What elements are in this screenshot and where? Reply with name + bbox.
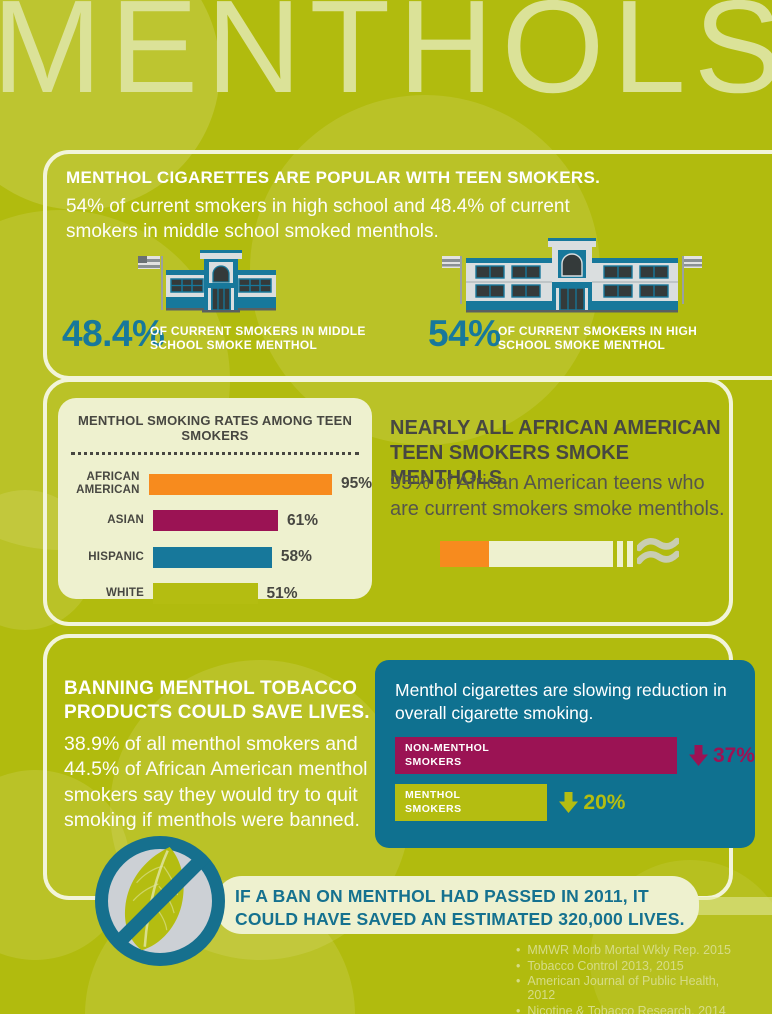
chart-value-label: 95% bbox=[340, 475, 372, 493]
source-text: American Journal of Public Health, 2012 bbox=[527, 974, 720, 1003]
section-rates-body: 95% of African American teens who are cu… bbox=[390, 472, 725, 520]
bullet-icon: • bbox=[516, 958, 521, 973]
chart-category-label: HISPANIC bbox=[88, 550, 144, 563]
chart-value-label: 51% bbox=[266, 584, 298, 602]
source-text: Tobacco Control 2013, 2015 bbox=[527, 958, 684, 973]
chart-bar bbox=[153, 510, 279, 532]
source-item: • American Journal of Public Health, 2012 bbox=[516, 974, 746, 1002]
bullet-icon: • bbox=[516, 974, 521, 989]
chart-category-label: AFRICAN AMERICAN bbox=[76, 471, 140, 497]
source-item: • Tobacco Control 2013, 2015 bbox=[516, 959, 746, 973]
section-rates-frame bbox=[43, 378, 733, 626]
ban-banner: IF A BAN ON MENTHOL HAD PASSED IN 2011, … bbox=[215, 876, 699, 934]
source-text: Nicotine & Tobacco Research, 2014 bbox=[527, 1004, 726, 1014]
high-school-stat-label: OF CURRENT SMOKERS IN HIGH SCHOOL SMOKE … bbox=[498, 324, 698, 353]
cigarette-filter bbox=[440, 541, 489, 567]
high-school-icon bbox=[442, 234, 702, 323]
middle-school-stat-value: 48.4% bbox=[62, 313, 165, 354]
banner-stripe bbox=[694, 897, 772, 915]
high-school-stat-value: 54% bbox=[428, 313, 501, 354]
chart-bar bbox=[148, 473, 332, 495]
rates-chart-panel: MENTHOL SMOKING RATES AMONG TEEN SMOKERS… bbox=[58, 398, 372, 605]
section-ban-body: 38.9% of all menthol smokers and 44.5% o… bbox=[64, 733, 368, 832]
down-arrow-icon bbox=[688, 745, 708, 766]
reduction-panel: Menthol cigarettes are slowing reduction… bbox=[375, 660, 755, 848]
chart-bar: NON-MENTHOL SMOKERS bbox=[395, 737, 677, 774]
chart-bar: MENTHOL SMOKERS bbox=[395, 784, 548, 821]
banned-menthol-leaf-icon bbox=[95, 836, 225, 966]
chart-value-label: 58% bbox=[280, 548, 312, 566]
source-item: • MMWR Morb Mortal Wkly Rep. 2015 bbox=[516, 943, 746, 957]
chart-row: WHITE 51% bbox=[58, 576, 372, 613]
cigarette-icon bbox=[440, 537, 679, 567]
cigarette-band bbox=[617, 541, 623, 567]
section-teen-smokers-body: 54% of current smokers in high school an… bbox=[66, 196, 570, 243]
chart-bar bbox=[153, 583, 258, 605]
section-rates-heading: NEARLY ALL AFRICAN AMERICAN TEEN SMOKERS… bbox=[390, 417, 721, 490]
middle-school-icon bbox=[136, 240, 308, 323]
middle-school-stat-label: OF CURRENT SMOKERS IN MIDDLE SCHOOL SMOK… bbox=[150, 324, 366, 353]
source-item: • Nicotine & Tobacco Research, 2014 bbox=[516, 1004, 746, 1014]
cigarette-body bbox=[489, 541, 613, 567]
chart-row: MENTHOL SMOKERS 20% bbox=[395, 784, 625, 821]
chart-category-label: ASIAN bbox=[107, 514, 144, 527]
chart-row: NON-MENTHOL SMOKERS 37% bbox=[395, 737, 755, 774]
dotted-separator bbox=[71, 452, 359, 455]
chart-category-label: WHITE bbox=[105, 587, 144, 600]
bullet-icon: • bbox=[516, 1004, 521, 1014]
chart-row: ASIAN 61% bbox=[58, 503, 372, 540]
down-arrow-icon bbox=[559, 792, 579, 813]
source-text: MMWR Morb Mortal Wkly Rep. 2015 bbox=[527, 943, 731, 957]
chart-bar-label: MENTHOL SMOKERS bbox=[405, 789, 462, 815]
chart-row: HISPANIC 58% bbox=[58, 539, 372, 576]
section-ban-heading: BANNING MENTHOL TOBACCO PRODUCTS COULD S… bbox=[64, 678, 370, 724]
chart-bar bbox=[153, 546, 272, 568]
section-teen-smokers-heading: MENTHOL CIGARETTES ARE POPULAR WITH TEEN… bbox=[66, 168, 601, 187]
reduction-panel-text: Menthol cigarettes are slowing reduction… bbox=[395, 680, 727, 724]
chart-row: AFRICAN AMERICAN 95% bbox=[58, 466, 372, 503]
rates-chart-title: MENTHOL SMOKING RATES AMONG TEEN SMOKERS bbox=[77, 413, 353, 443]
bullet-icon: • bbox=[516, 943, 521, 957]
chart-bar-label: NON-MENTHOL SMOKERS bbox=[405, 742, 490, 768]
chart-value-label: 20% bbox=[583, 790, 626, 814]
chart-value-label: 37% bbox=[712, 743, 755, 767]
chart-value-label: 61% bbox=[287, 511, 319, 529]
sources-list: • MMWR Morb Mortal Wkly Rep. 2015 • Tobacc… bbox=[516, 943, 746, 1014]
smoke-icon bbox=[637, 537, 679, 565]
cigarette-band bbox=[627, 541, 633, 567]
ban-banner-text: IF A BAN ON MENTHOL HAD PASSED IN 2011, … bbox=[235, 886, 685, 929]
